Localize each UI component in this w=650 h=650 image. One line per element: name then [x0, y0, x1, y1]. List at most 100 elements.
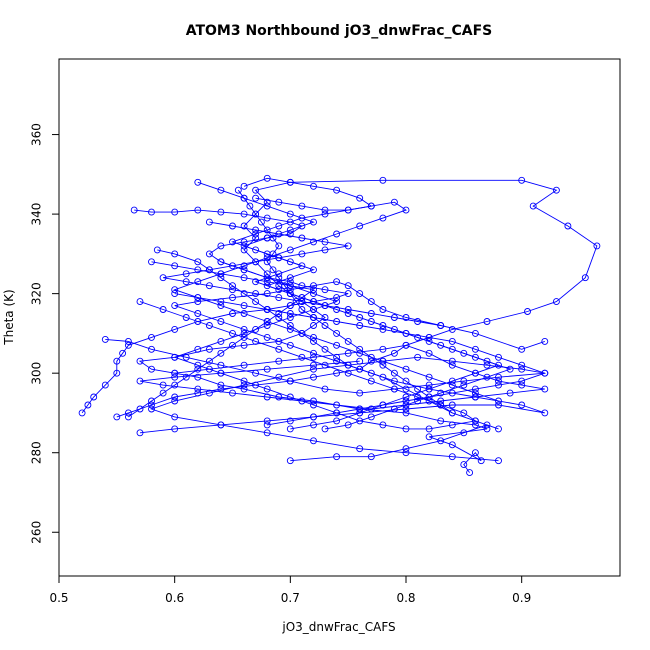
data-point [298, 262, 306, 270]
data-point [148, 208, 155, 216]
data-point [263, 202, 271, 210]
data-point [321, 345, 329, 353]
data-point [414, 397, 422, 405]
data-point [286, 425, 294, 433]
data-point [495, 397, 502, 405]
data-point [402, 385, 410, 393]
data-point [113, 369, 121, 377]
data-point [483, 361, 491, 369]
data-point [379, 176, 387, 184]
data-point [471, 393, 479, 401]
data-point [171, 208, 179, 216]
data-point [310, 266, 317, 274]
data-point [275, 222, 283, 230]
data-point [263, 198, 271, 206]
data-point [182, 270, 190, 278]
data-point [390, 314, 398, 321]
data-point [414, 385, 422, 393]
data-point [286, 457, 294, 465]
data-point [367, 202, 375, 210]
data-point [310, 397, 317, 405]
data-point [310, 361, 317, 369]
data-point [252, 230, 260, 238]
data-point [333, 453, 341, 461]
data-point [263, 365, 271, 373]
data-point [240, 310, 248, 317]
data-point [402, 206, 410, 214]
x-tick-label: 0.5 [49, 591, 68, 605]
data-point [252, 246, 260, 254]
data-point [367, 353, 375, 361]
data-point [252, 290, 260, 298]
data-point [495, 377, 502, 385]
data-point [425, 393, 433, 401]
data-point [252, 210, 260, 218]
data-point [483, 318, 491, 325]
data-point [437, 401, 445, 409]
data-point [229, 310, 236, 317]
data-point [240, 329, 248, 337]
data-point [275, 337, 283, 345]
data-point [171, 262, 179, 270]
data-point [229, 294, 236, 302]
data-point [448, 361, 456, 369]
data-point [217, 381, 225, 389]
data-point [252, 194, 260, 202]
data-point [425, 425, 433, 433]
data-point [310, 238, 317, 246]
data-point [194, 294, 202, 302]
data-point [240, 238, 248, 246]
data-point [471, 369, 479, 377]
data-point [229, 282, 236, 290]
x-axis: 0.5 0.6 0.7 0.8 0.9 [49, 575, 531, 605]
data-point [119, 349, 127, 357]
data-point [286, 310, 294, 317]
data-point [286, 393, 294, 401]
data-point [448, 337, 456, 345]
data-point [518, 361, 526, 369]
series-line-5 [105, 338, 545, 462]
data-point [298, 353, 306, 361]
data-point [298, 306, 306, 313]
data-point [171, 381, 179, 389]
data-point [333, 278, 341, 286]
data-point [437, 397, 445, 405]
data-point [402, 405, 410, 413]
series-line-13 [163, 221, 441, 326]
data-point [379, 322, 387, 329]
data-point [171, 250, 179, 258]
data-point [182, 278, 190, 286]
data-point [321, 314, 329, 321]
data-point [286, 377, 294, 385]
data-point [483, 357, 491, 365]
data-point [344, 310, 352, 317]
data-point [252, 234, 260, 242]
data-point [310, 298, 317, 306]
data-point [246, 202, 254, 210]
data-point [298, 329, 306, 337]
data-point [460, 377, 468, 385]
data-point [205, 357, 213, 365]
data-point [124, 409, 132, 417]
data-point [217, 270, 225, 278]
data-point [310, 337, 317, 345]
data-point [402, 341, 410, 349]
data-point [263, 393, 271, 401]
data-point [321, 246, 329, 254]
data-point [310, 314, 317, 321]
data-point [402, 393, 410, 401]
data-point [263, 278, 271, 286]
data-point [425, 397, 433, 405]
data-point [217, 298, 225, 306]
data-point [194, 345, 202, 353]
data-point [310, 282, 317, 290]
data-point [379, 373, 387, 381]
data-point [286, 230, 294, 238]
data-point [333, 306, 341, 313]
data-point [84, 401, 92, 409]
data-point [541, 369, 549, 377]
x-axis-label: jO3_dnwFrac_CAFS [281, 620, 395, 634]
data-point [159, 274, 167, 282]
data-point [194, 361, 202, 369]
data-point [390, 325, 398, 333]
